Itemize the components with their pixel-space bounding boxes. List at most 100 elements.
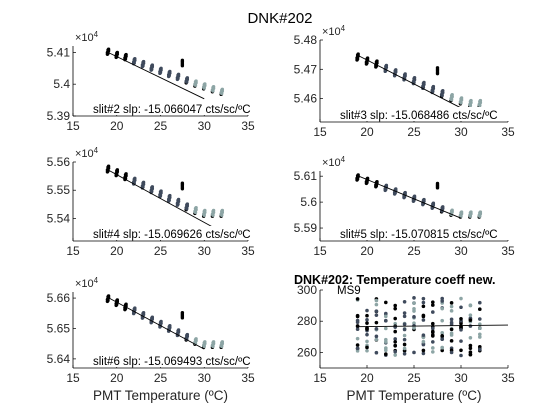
axis-exponent-power: 4 bbox=[341, 155, 346, 164]
data-point bbox=[441, 88, 445, 93]
subplot-title: DNK#202: Temperature coeff new. bbox=[294, 273, 495, 287]
data-point bbox=[384, 300, 388, 305]
axis-exponent-label: ×104 bbox=[75, 146, 99, 160]
data-point bbox=[441, 205, 445, 209]
data-point bbox=[422, 197, 426, 202]
data-point bbox=[124, 302, 128, 306]
data-point bbox=[440, 306, 445, 311]
data-point bbox=[431, 330, 435, 335]
x-tick-label: 30 bbox=[198, 371, 212, 385]
x-tick-label: 35 bbox=[501, 244, 515, 258]
data-point bbox=[374, 334, 379, 339]
axis-exponent-label: ×104 bbox=[322, 155, 346, 169]
x-tick-label: 35 bbox=[501, 125, 515, 139]
data-point bbox=[478, 307, 482, 312]
data-point bbox=[211, 340, 216, 344]
data-point bbox=[468, 346, 473, 351]
data-point bbox=[124, 52, 128, 57]
data-point bbox=[478, 347, 482, 352]
outlier-point bbox=[180, 58, 185, 63]
data-point bbox=[412, 326, 416, 330]
axis-exponent-label: ×104 bbox=[75, 276, 99, 290]
data-point bbox=[421, 300, 426, 305]
data-point bbox=[393, 316, 398, 321]
data-point bbox=[176, 72, 181, 77]
data-point bbox=[431, 333, 435, 337]
x-tick-label: 20 bbox=[360, 125, 374, 139]
y-tick-label: 5.56 bbox=[47, 155, 71, 169]
x-tick-label: 30 bbox=[454, 125, 468, 139]
data-point bbox=[412, 194, 417, 198]
data-point bbox=[449, 327, 454, 332]
data-point bbox=[375, 180, 379, 184]
data-point bbox=[194, 205, 198, 210]
data-point bbox=[468, 350, 473, 354]
data-points bbox=[105, 294, 225, 350]
data-point bbox=[440, 345, 445, 350]
data-point bbox=[355, 297, 360, 301]
y-tick-label: 5.61 bbox=[294, 169, 318, 183]
data-point bbox=[402, 337, 407, 342]
data-point bbox=[478, 317, 482, 321]
data-points bbox=[355, 52, 483, 109]
data-points bbox=[355, 296, 482, 358]
data-point bbox=[450, 93, 454, 97]
fit-line bbox=[107, 169, 231, 238]
data-point bbox=[150, 63, 155, 67]
data-point bbox=[185, 202, 190, 206]
data-point bbox=[355, 343, 360, 347]
data-point bbox=[402, 299, 407, 304]
outlier-point bbox=[180, 310, 185, 315]
data-point bbox=[384, 63, 389, 68]
data-point bbox=[374, 337, 379, 342]
y-tick-label: 5.66 bbox=[47, 291, 71, 305]
y-tick-label: 5.46 bbox=[294, 92, 318, 106]
data-point bbox=[384, 352, 388, 356]
data-point bbox=[159, 66, 163, 70]
data-point bbox=[168, 324, 172, 328]
data-point bbox=[431, 326, 435, 331]
data-point bbox=[468, 336, 473, 340]
data-point bbox=[421, 351, 426, 356]
annotation-background bbox=[338, 107, 523, 121]
slope-annotation: slit#2 slp: -15.066047 cts/sc/ºC bbox=[93, 104, 251, 116]
y-tick-label: 300 bbox=[297, 283, 317, 297]
slope-annotation: slit#3 slp: -15.068486 cts/sc/ºC bbox=[340, 110, 498, 122]
data-point bbox=[459, 353, 463, 358]
data-points bbox=[105, 164, 225, 218]
x-tick-label: 25 bbox=[154, 371, 168, 385]
data-point bbox=[356, 52, 360, 56]
data-point bbox=[431, 340, 435, 344]
annotation-background bbox=[91, 226, 276, 240]
subplot-2: 15 20 25 30 35 5.46 5.47 5.48 ×104 slit#3 slp: -1… bbox=[294, 24, 523, 139]
data-point bbox=[478, 300, 482, 305]
data-point bbox=[176, 197, 181, 202]
data-point bbox=[421, 318, 426, 322]
x-tick-label: 25 bbox=[407, 125, 421, 139]
data-point bbox=[440, 318, 445, 323]
data-point bbox=[412, 350, 416, 355]
data-point bbox=[374, 320, 379, 325]
data-point bbox=[469, 210, 473, 214]
data-point bbox=[374, 313, 379, 317]
fit-line bbox=[107, 51, 205, 100]
y-tick-label: 5.55 bbox=[47, 183, 71, 197]
data-point bbox=[431, 303, 435, 307]
axis-exponent-power: 4 bbox=[94, 30, 99, 39]
fit-line bbox=[107, 297, 205, 350]
data-point bbox=[431, 300, 435, 304]
data-point bbox=[355, 349, 360, 353]
x-tick-label: 30 bbox=[198, 244, 212, 258]
data-point bbox=[431, 201, 436, 205]
slope-annotation: slit#6 slp: -15.069493 cts/sc/ºC bbox=[93, 356, 251, 368]
data-point bbox=[393, 353, 398, 357]
data-point bbox=[365, 313, 369, 318]
x-tick-label: 35 bbox=[501, 371, 515, 385]
data-point bbox=[384, 326, 388, 331]
annotation-background bbox=[91, 353, 276, 367]
outlier-point bbox=[435, 181, 440, 186]
slope-annotation: slit#5 slp: -15.070815 cts/sc/ºC bbox=[340, 229, 498, 241]
axis-exponent-power: 4 bbox=[94, 146, 99, 155]
data-point bbox=[402, 322, 407, 327]
